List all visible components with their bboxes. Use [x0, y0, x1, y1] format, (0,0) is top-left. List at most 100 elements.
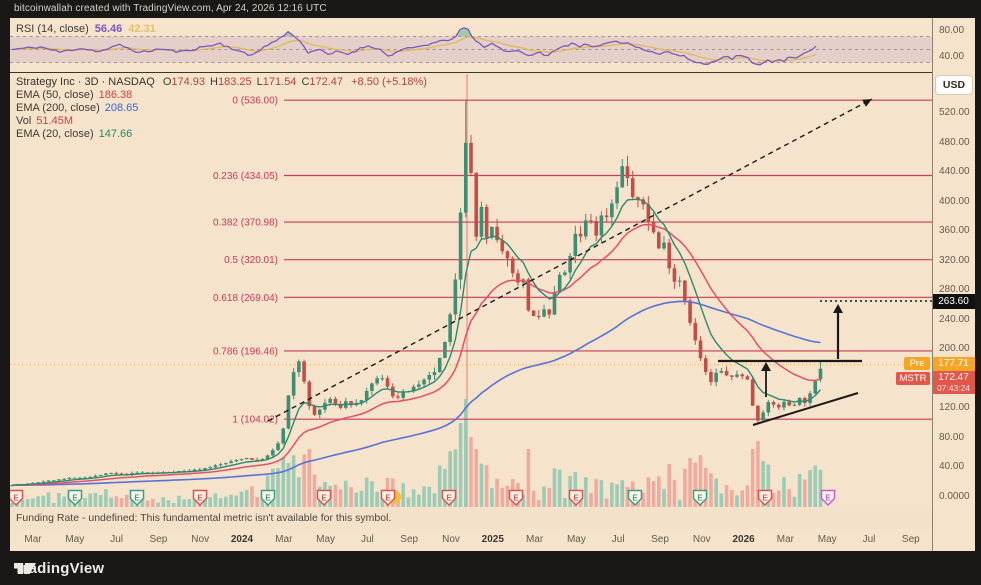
bar-countdown: 07:43:24 [936, 383, 971, 393]
attribution-text: bitcoinwallah created with TradingView.c… [14, 3, 327, 14]
fib-label: 0 (536.00) [232, 96, 278, 107]
earnings-marker[interactable]: E [10, 489, 24, 507]
time-label: May [817, 534, 837, 545]
symbol-row[interactable]: Strategy Inc · 3D · NASDAQ O174.93 H183.2… [16, 76, 427, 89]
earnings-marker[interactable]: E [260, 489, 276, 507]
svg-text:E: E [385, 494, 391, 503]
svg-text:E: E [265, 494, 271, 503]
time-label: Sep [149, 534, 168, 545]
last-price-label: 172.47 07:43:24 [932, 371, 975, 394]
fib-label: 0.618 (269.04) [213, 293, 278, 304]
earnings-marker[interactable]: E [316, 489, 332, 507]
indicator-row[interactable]: EMA (20, close) 147.66 [16, 128, 133, 140]
time-label: May [65, 534, 85, 545]
time-label: Mar [776, 534, 795, 545]
earnings-marker[interactable]: E [568, 489, 584, 507]
rsi-tick: 40.00 [939, 51, 965, 62]
time-axis[interactable]: Mar May Jul Sep Nov 2024 Mar May Jul Sep Nov 2025 Ma… [10, 529, 975, 551]
earnings-marker[interactable]: E [67, 489, 83, 507]
time-label: Sep [651, 534, 669, 545]
indicator-value: 186.38 [98, 89, 133, 101]
fib-label: 1 (104.02) [232, 415, 278, 426]
rsi-ma-value: 42.31 [128, 23, 156, 35]
rsi-plot[interactable] [10, 18, 932, 72]
time-label: Sep [400, 534, 419, 545]
earnings-marker[interactable]: E [441, 489, 457, 507]
time-label: Mar [275, 534, 293, 545]
tradingview-brand[interactable]: TradingView [14, 559, 105, 577]
funding-rate-pane: Funding Rate - undefined: This fundament… [10, 508, 932, 530]
indicator-value: 51.45M [36, 115, 73, 127]
time-label: Mar [525, 534, 544, 545]
earnings-marker[interactable]: E [380, 489, 396, 507]
price-tick: 520.00 [939, 107, 970, 118]
chart-frame: RSI (14, close) 56.46 42.31 0 (536.00) 0.23… [10, 18, 975, 551]
svg-text:E: E [197, 494, 203, 503]
rsi-legend[interactable]: RSI (14, close) 56.46 42.31 [16, 23, 156, 35]
indicator-row[interactable]: Vol 51.45M [16, 115, 73, 127]
svg-text:E: E [697, 494, 703, 503]
footer: TradingView [14, 556, 104, 580]
symbol-title: Strategy Inc · 3D · NASDAQ [16, 76, 155, 88]
tradingview-logo-icon[interactable] [14, 560, 36, 577]
price-tick: 40.00 [939, 461, 965, 473]
svg-text:E: E [573, 494, 579, 503]
price-axis[interactable]: USD 263.60 177.71 172.47 07:43:24 80.00 4… [932, 18, 975, 529]
funding-note: Funding Rate - undefined: This fundament… [16, 512, 392, 524]
price-tick: 0.0000 [939, 491, 970, 502]
axis-border [932, 18, 933, 551]
svg-text:E: E [321, 494, 327, 503]
time-label: 2024 [230, 534, 254, 545]
svg-text:E: E [134, 494, 140, 503]
time-label: Nov [692, 534, 711, 545]
premarket-tag: Pre [904, 357, 930, 370]
earnings-marker[interactable]: E [627, 489, 643, 507]
pane-separator[interactable] [10, 72, 975, 73]
earnings-marker[interactable]: E [820, 489, 836, 507]
price-tick: 280.00 [939, 284, 970, 296]
currency-button[interactable]: USD [936, 76, 972, 94]
price-tick: 80.00 [939, 431, 965, 443]
time-label: May [316, 534, 336, 545]
symbol-tag: MSTR [896, 372, 930, 385]
svg-text:E: E [13, 494, 19, 503]
price-plot[interactable]: 0 (536.00) 0.236 (434.05) 0.382 (370.98) 0.… [10, 73, 932, 508]
indicator-row[interactable]: EMA (200, close) 208.65 [16, 102, 139, 114]
change-value: +8.50 (+5.18%) [351, 76, 427, 88]
time-label: Jul [110, 534, 123, 545]
ohlc-value: H183.25 [210, 76, 252, 88]
fib-label: 0.786 (196.46) [213, 346, 278, 357]
earnings-marker[interactable]: E [192, 489, 208, 507]
fib-label: 0.236 (434.05) [213, 171, 278, 182]
rsi-tick: 80.00 [939, 25, 965, 36]
premarket-price-label: 177.71 [932, 357, 975, 371]
indicator-value: 208.65 [104, 102, 139, 114]
time-label: 2026 [732, 534, 755, 545]
time-label: Jul [862, 534, 876, 545]
fib-label: 0.382 (370.98) [213, 218, 278, 229]
price-tick: 480.00 [939, 136, 970, 148]
indicator-row[interactable]: EMA (50, close) 186.38 [16, 89, 133, 101]
earnings-marker[interactable]: E [757, 489, 773, 507]
time-label: Jul [360, 534, 374, 545]
time-label: Nov [191, 534, 210, 545]
symbol-legend[interactable]: Strategy Inc · 3D · NASDAQ O174.93 H183.2… [16, 76, 427, 141]
price-target-label: 263.60 [932, 294, 975, 309]
svg-text:E: E [513, 494, 519, 503]
price-tick: 400.00 [939, 195, 970, 207]
ohlc-value: O174.93 [162, 76, 206, 88]
earnings-marker[interactable]: E [129, 489, 145, 507]
ohlc-value: C172.47 [301, 76, 344, 88]
svg-text:E: E [72, 494, 78, 503]
time-label: Mar [24, 534, 42, 545]
earnings-marker[interactable]: E [692, 489, 708, 507]
time-label: May [566, 534, 586, 545]
fib-label: 0.5 (320.01) [224, 255, 278, 266]
price-tick: 360.00 [939, 225, 970, 237]
price-tick: 200.00 [939, 343, 970, 355]
earnings-marker[interactable]: E [508, 489, 524, 507]
time-label: Jul [611, 534, 625, 545]
svg-text:E: E [825, 494, 831, 503]
price-tick: 120.00 [939, 402, 970, 414]
